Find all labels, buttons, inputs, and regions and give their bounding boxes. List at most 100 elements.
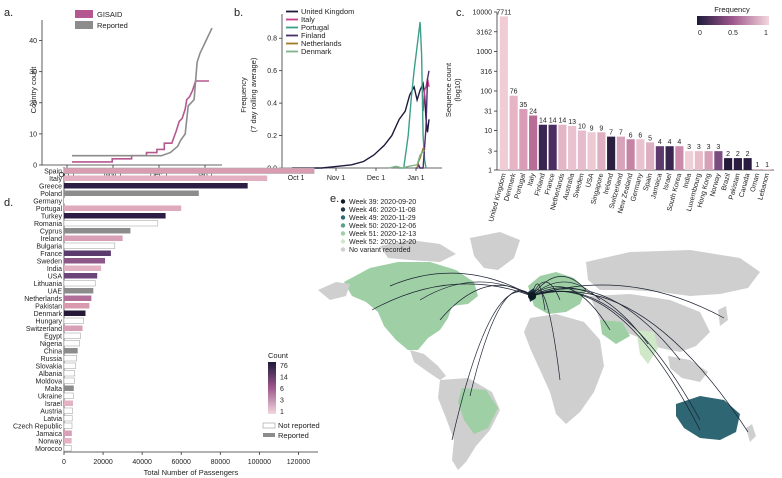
d-xtick-label: 40000 xyxy=(132,459,152,466)
d-bar xyxy=(64,198,197,204)
a-legend-swatch xyxy=(75,21,93,29)
c-bar xyxy=(626,139,635,170)
c-category-label: Brazil xyxy=(721,172,732,191)
d-bar xyxy=(64,175,268,181)
c-bar xyxy=(694,151,703,170)
e-legend-label: Week 50: 2020-12-06 xyxy=(349,223,416,230)
b-legend-label: Denmark xyxy=(301,47,332,56)
d-category-label: Nigeria xyxy=(40,341,62,348)
d-bar xyxy=(64,295,92,301)
c-category-label: Italy xyxy=(527,172,537,187)
panel-b-ylabel: Frequency xyxy=(239,77,248,113)
d-bar xyxy=(64,325,83,331)
a-ytick-label: 10 xyxy=(29,131,37,138)
world-map xyxy=(318,232,760,470)
d-bar xyxy=(63,340,80,347)
flight-arc xyxy=(531,288,681,361)
d-category-label: UAE xyxy=(48,288,63,295)
c-bar-value-label: 24 xyxy=(529,108,537,115)
d-count-tick: 76 xyxy=(280,363,288,370)
d-count-legend-title: Count xyxy=(268,351,289,360)
c-category-label: India xyxy=(682,173,693,190)
d-category-label: Cyprus xyxy=(40,228,63,235)
d-bar xyxy=(63,407,73,414)
panel-c-label: c. xyxy=(456,7,465,19)
c-bar xyxy=(753,169,762,170)
flight-arc xyxy=(371,283,533,311)
panel-c-ylabel: Sequence count xyxy=(444,62,453,117)
d-bar xyxy=(63,317,84,324)
panel-d-label: d. xyxy=(4,197,13,209)
a-ytick-label: 40 xyxy=(29,38,37,45)
d-xtick-label: 120000 xyxy=(287,459,310,466)
d-category-label: Romania xyxy=(34,221,62,228)
d-bar xyxy=(63,220,159,227)
d-bar xyxy=(64,183,248,189)
d-bar xyxy=(64,205,182,211)
b-ytick-label: 0.8 xyxy=(267,36,277,43)
d-bar xyxy=(63,415,73,422)
e-legend-dot xyxy=(340,215,346,220)
d-legend-reported-label: Reported xyxy=(278,431,309,440)
d-category-label: Austria xyxy=(40,408,62,415)
flight-arc xyxy=(531,283,546,311)
d-bar xyxy=(64,430,72,436)
d-category-label: Lithuania xyxy=(34,281,63,288)
d-category-label: Pakistan xyxy=(35,303,62,310)
central-america-shape xyxy=(410,350,446,380)
russia-shape xyxy=(586,250,760,296)
c-bar-value-label: 4 xyxy=(677,139,681,146)
d-bar xyxy=(64,273,98,279)
d-bar xyxy=(64,265,102,271)
panel-e-label: e. xyxy=(330,193,339,205)
e-legend-dot xyxy=(340,247,346,252)
d-category-label: Switzerland xyxy=(26,326,62,333)
e-legend-label: Week 46: 2020-11-08 xyxy=(349,207,416,214)
c-bar xyxy=(685,151,694,170)
d-bar xyxy=(63,392,74,399)
c-bar xyxy=(763,169,772,170)
c-bar-value-label: 7 xyxy=(619,130,623,137)
b-xtick-label: Dec 1 xyxy=(367,175,385,182)
b-ytick-label: 0.6 xyxy=(267,68,277,75)
panel-a-label: a. xyxy=(4,7,13,19)
flight-arc xyxy=(531,281,561,301)
d-category-label: Netherlands xyxy=(24,296,62,303)
c-bar-value-label: 1 xyxy=(755,162,759,169)
c-bar xyxy=(714,151,723,170)
d-bar xyxy=(63,280,96,287)
b-legend-label: Netherlands xyxy=(301,39,342,48)
c-bar-value-label: 2 xyxy=(736,151,740,158)
e-legend-dot xyxy=(340,207,346,212)
c-colorbar-title: Frequency xyxy=(714,5,750,14)
flight-arc xyxy=(531,291,701,431)
b-legend-label: Portugal xyxy=(301,23,329,32)
c-bar xyxy=(597,132,606,170)
d-category-label: Morocco xyxy=(35,446,62,453)
d-count-colorbar xyxy=(268,362,276,414)
e-legend-label: Week 49: 2020-11-29 xyxy=(349,215,416,222)
d-bar xyxy=(64,235,123,241)
d-count-tick: 14 xyxy=(280,375,288,382)
flight-arc xyxy=(531,287,649,345)
c-category-label: USA xyxy=(585,172,596,188)
c-bar xyxy=(665,146,674,170)
canada-arctic-shape xyxy=(380,240,456,262)
d-category-label: Czech Republic xyxy=(13,423,63,430)
c-bar-value-label: 3 xyxy=(687,144,691,151)
d-category-label: Spain xyxy=(44,168,62,175)
d-bar xyxy=(64,348,78,354)
c-bar xyxy=(616,136,625,170)
e-legend-label: Week 39: 2020-09-20 xyxy=(349,199,416,206)
c-bar xyxy=(704,151,713,170)
c-bar-value-label: 35 xyxy=(519,102,527,109)
d-category-label: Hungary xyxy=(36,318,63,325)
c-bar xyxy=(548,124,557,170)
d-bar xyxy=(63,370,76,377)
c-bar-value-label: 14 xyxy=(539,118,547,125)
c-bar xyxy=(519,109,528,170)
c-ytick-label: 316 xyxy=(480,69,492,76)
d-count-tick: 1 xyxy=(280,409,284,416)
d-bar xyxy=(64,400,73,406)
